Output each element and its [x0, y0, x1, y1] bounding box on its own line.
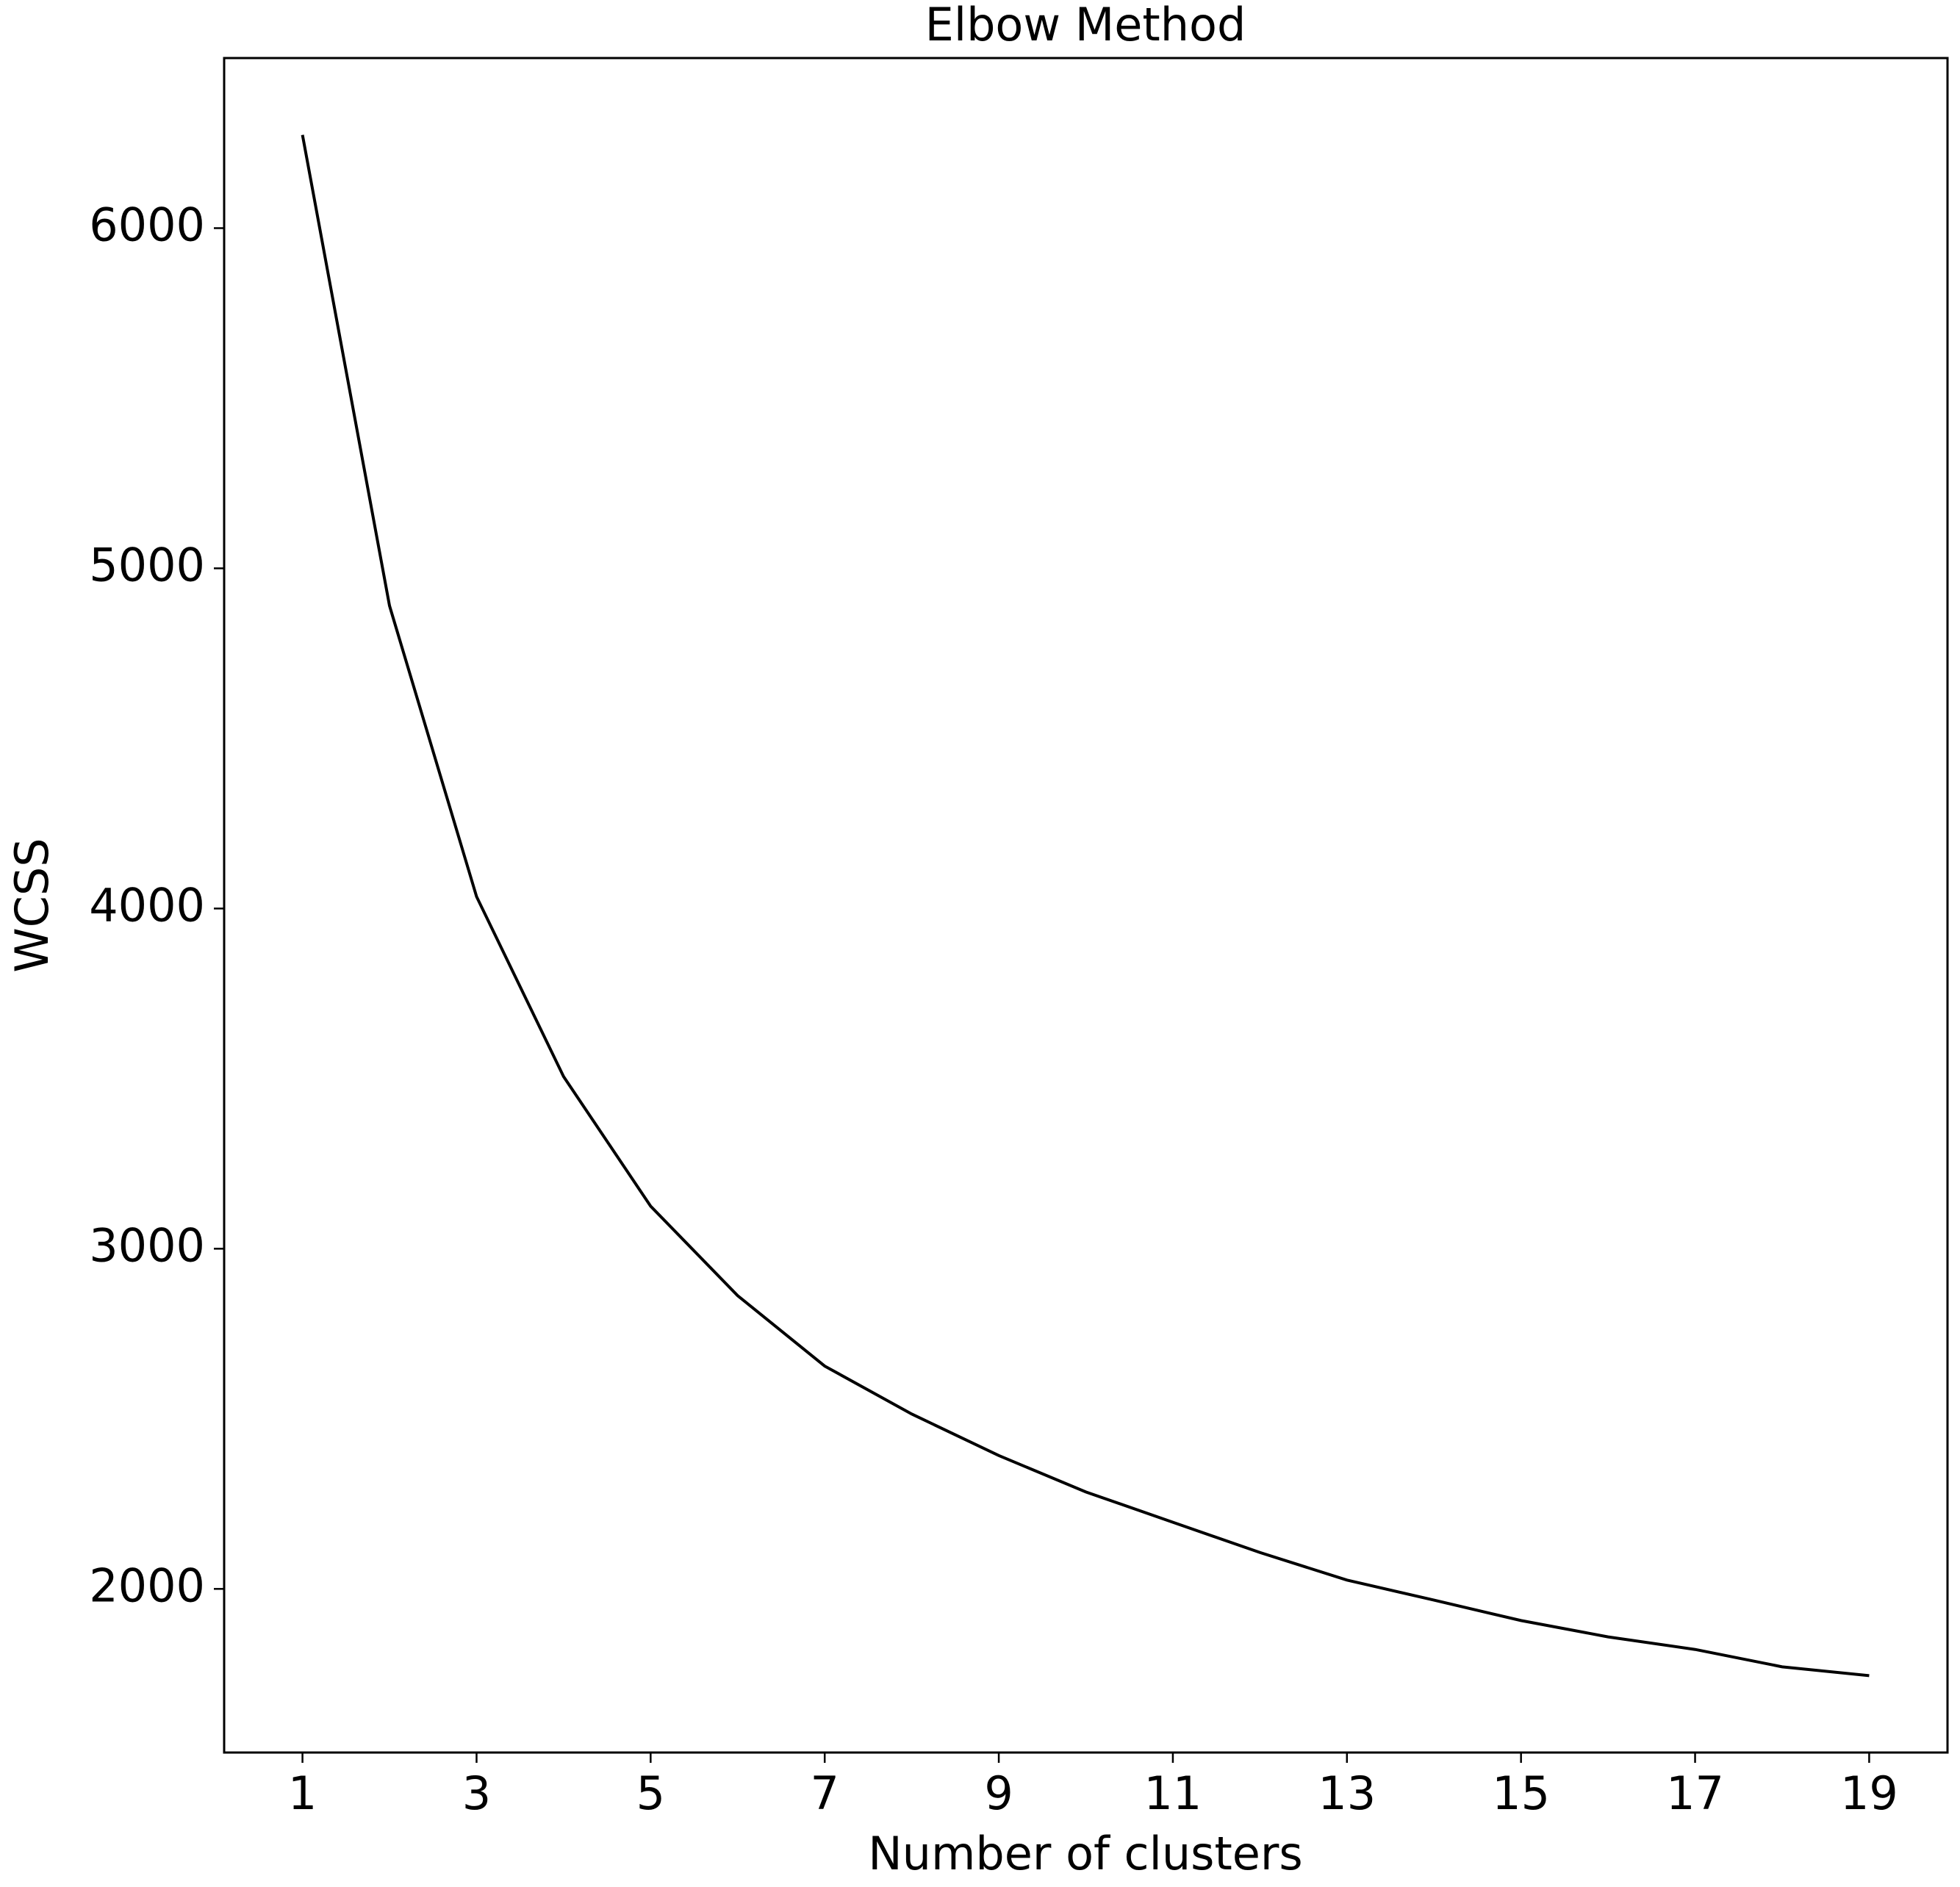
x-tick-label: 1: [288, 1766, 317, 1820]
x-axis-label: Number of clusters: [868, 1827, 1302, 1880]
y-tick-label: 3000: [89, 1218, 205, 1272]
y-tick-label: 6000: [89, 198, 205, 252]
x-tick-label: 7: [810, 1766, 839, 1820]
x-tick-label: 5: [636, 1766, 665, 1820]
y-tick-label: 5000: [89, 539, 205, 592]
x-tick-label: 11: [1144, 1766, 1202, 1820]
x-tick-label: 19: [1840, 1766, 1898, 1820]
data-line: [301, 134, 1870, 1678]
plot-frame: [223, 57, 1949, 1754]
x-tick-label: 15: [1492, 1766, 1550, 1820]
y-tick-label: 2000: [89, 1559, 205, 1612]
x-tick-label: 13: [1318, 1766, 1376, 1820]
y-tick-label: 4000: [89, 878, 205, 932]
x-tick-label: 9: [984, 1766, 1013, 1820]
x-tick-label: 17: [1666, 1766, 1724, 1820]
x-tick-label: 3: [462, 1766, 491, 1820]
chart-title: Elbow Method: [925, 0, 1246, 51]
y-axis-label: WCSS: [5, 838, 59, 972]
